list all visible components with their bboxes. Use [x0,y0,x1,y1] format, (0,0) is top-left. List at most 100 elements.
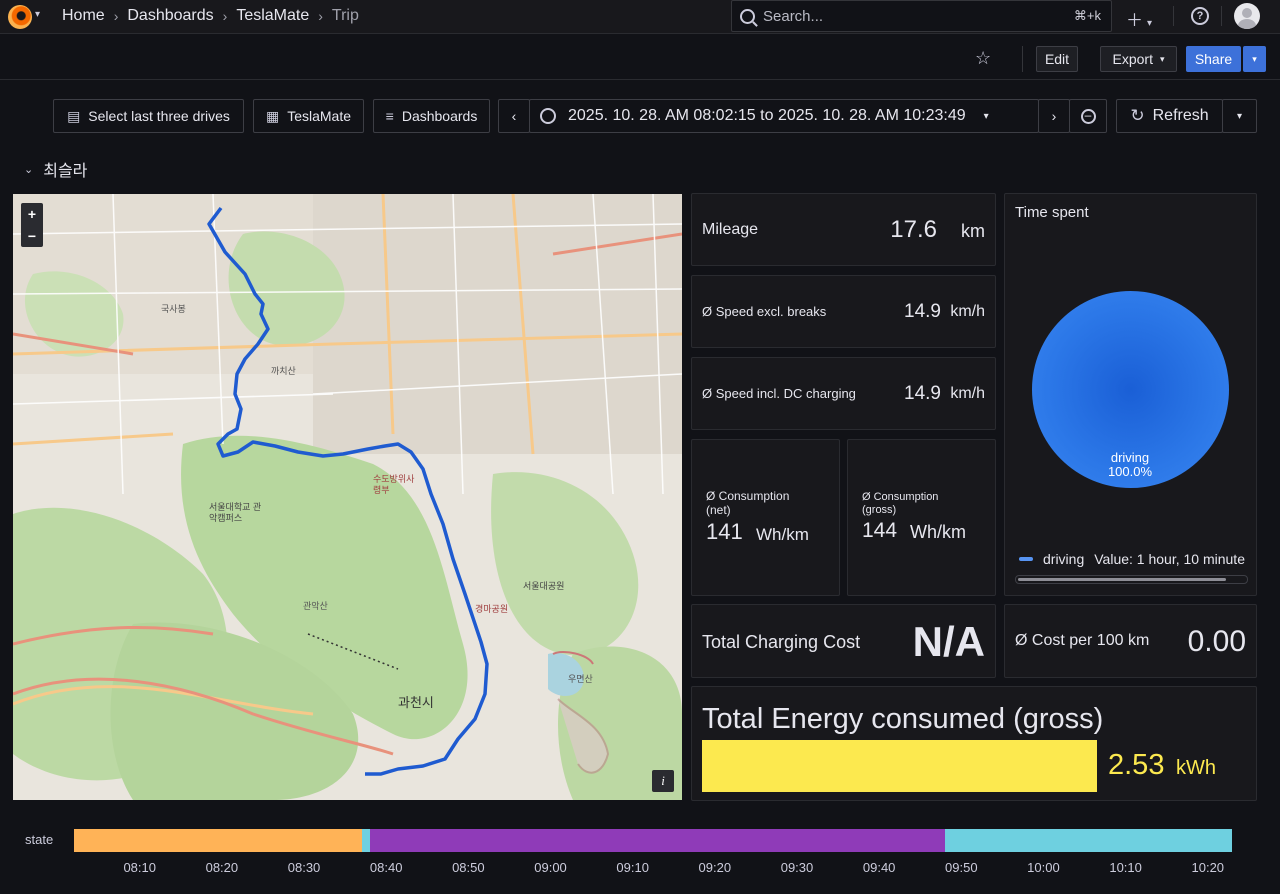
consumption-gross-sublabel: (gross) [862,504,897,516]
search-box[interactable]: ⌘+k [731,0,1112,32]
export-label: Export [1112,51,1153,67]
refresh-interval-button[interactable]: ▾ [1222,99,1257,133]
zoom-out-button[interactable]: − [27,228,37,244]
time-spent-pie[interactable] [1032,291,1229,488]
mileage-unit: km [961,221,985,241]
time-spent-title: Time spent [1015,204,1089,221]
consumption-net-sublabel: (net) [706,503,731,517]
avatar[interactable] [1234,3,1260,29]
map-label: 우면산 [568,674,593,684]
legend-scrollbar[interactable] [1015,575,1248,584]
mileage-label: Mileage [702,221,759,238]
state-segment[interactable] [361,829,370,852]
energy-unit: kWh [1176,757,1216,779]
time-axis-tick: 09:40 [862,860,896,875]
time-axis-tick: 09:10 [616,860,649,875]
help-icon[interactable]: ? [1191,7,1209,25]
divider [1173,6,1174,26]
state-segment[interactable] [369,829,945,852]
refresh-label: Refresh [1152,107,1209,124]
consumption-net-label: Ø Consumption [706,489,790,503]
select-last-drives-link[interactable]: ▤ Select last three drives [53,99,244,133]
dashboard-toolbar: ☆ Edit Export ▾ Share ▾ [0,36,1280,80]
time-forward-button[interactable]: › [1038,99,1070,133]
zoom-out-icon: – [1080,108,1096,124]
breadcrumb-teslamate[interactable]: TeslaMate [236,7,310,24]
map-canvas[interactable] [13,194,682,800]
cost-per-100-label: Ø Cost per 100 km [1015,632,1150,649]
charging-cost-value: N/A [912,618,985,665]
map-info-button[interactable]: i [652,770,674,792]
edit-button[interactable]: Edit [1036,46,1078,72]
zoom-out-time-button[interactable]: – [1069,99,1107,133]
chevron-right-icon: › [222,8,228,24]
consumption-gross-label: Ø Consumption [862,491,939,503]
refresh-icon: ↻ [1130,106,1145,125]
dashboards-link[interactable]: ≡ Dashboards [373,99,490,133]
breadcrumb-dashboards[interactable]: Dashboards [127,7,214,24]
state-segment[interactable] [74,829,362,852]
teslamate-link-label: TeslaMate [287,108,352,124]
time-axis-tick: 09:00 [534,860,567,875]
search-icon [740,8,755,24]
breadcrumb: Home › Dashboards › TeslaMate › Trip [62,7,359,25]
time-axis-tick: 08:50 [452,860,485,875]
share-button[interactable]: Share [1186,46,1241,72]
time-back-button[interactable]: ‹ [498,99,530,133]
add-icon[interactable]: ＋ ▾ [1126,11,1153,30]
chevron-down-icon[interactable]: ▾ [35,9,41,20]
energy-gauge-bar [702,740,1097,792]
consumption-gross-panel: Ø Consumption (gross) 144 Wh/km [847,439,996,596]
select-last-drives-label: Select last three drives [88,108,230,124]
consumption-gross-unit: Wh/km [910,522,966,542]
charging-cost-label: Total Charging Cost [702,632,861,652]
pie-slice-name: driving [1110,450,1150,465]
document-icon: ▤ [67,107,81,124]
zoom-in-button[interactable]: + [27,206,37,222]
time-axis-tick: 10:10 [1109,860,1142,875]
time-range-text: 2025. 10. 28. AM 08:02:15 to 2025. 10. 2… [568,107,966,124]
breadcrumb-home[interactable]: Home [62,7,105,24]
time-axis-tick: 09:20 [698,860,732,875]
charging-cost-panel: Total Charging Cost N/A [691,604,996,678]
divider [1221,6,1222,26]
row-title: 최슬라 [43,163,88,180]
speed-incl-value: 14.9 [904,383,941,404]
refresh-button[interactable]: ↻ Refresh [1116,99,1223,133]
map-label: 관악산 [303,601,328,611]
speed-incl-label: Ø Speed incl. DC charging [702,386,856,401]
time-range-picker[interactable]: 2025. 10. 28. AM 08:02:15 to 2025. 10. 2… [529,99,1039,133]
row-header[interactable]: ⌄ 최슬라 [24,157,87,181]
star-icon[interactable]: ☆ [975,48,992,68]
chevron-down-icon: ▾ [983,110,989,122]
consumption-gross-value: 144 [862,519,898,542]
speed-incl-unit: km/h [950,385,985,402]
search-shortcut: ⌘+k [1073,8,1101,23]
teslamate-link[interactable]: ▦ TeslaMate [253,99,364,133]
chevron-down-icon: ⌄ [24,163,34,176]
apps-icon: ▦ [265,107,280,124]
map-label: 수도방위사령부 [373,474,415,495]
map-label: 까치산 [271,366,296,376]
state-segment[interactable] [944,829,1233,852]
chevron-down-icon: ▾ [1159,53,1165,64]
search-input[interactable] [763,7,1074,25]
energy-title: Total Energy consumed (gross) [702,703,1104,735]
time-axis-tick: 08:20 [205,860,239,875]
trip-map[interactable]: + − 관악산 과천시 서울대학교 관악캠퍼스 서울대공원 수도방위사령부 경마… [13,194,682,800]
cost-per-100-panel: Ø Cost per 100 km 0.00 [1004,604,1257,678]
speed-excl-label: Ø Speed excl. breaks [702,304,827,319]
time-axis-tick: 08:30 [287,860,321,875]
pie-legend[interactable]: driving Value: 1 hour, 10 minute [1019,551,1245,567]
legend-value: Value: 1 hour, 10 minute [1094,551,1245,567]
share-menu-button[interactable]: ▾ [1243,46,1266,72]
chevron-right-icon: › [113,8,119,24]
export-button[interactable]: Export ▾ [1100,46,1177,72]
scrollbar-thumb[interactable] [1018,578,1226,581]
map-label: 국사봉 [161,304,186,314]
pie-slice-percent: 100.0% [1107,464,1153,479]
map-label: 서울대학교 관악캠퍼스 [209,502,262,523]
legend-swatch [1019,557,1033,561]
time-axis-tick: 10:20 [1191,860,1225,875]
grafana-logo-icon[interactable] [8,5,32,29]
